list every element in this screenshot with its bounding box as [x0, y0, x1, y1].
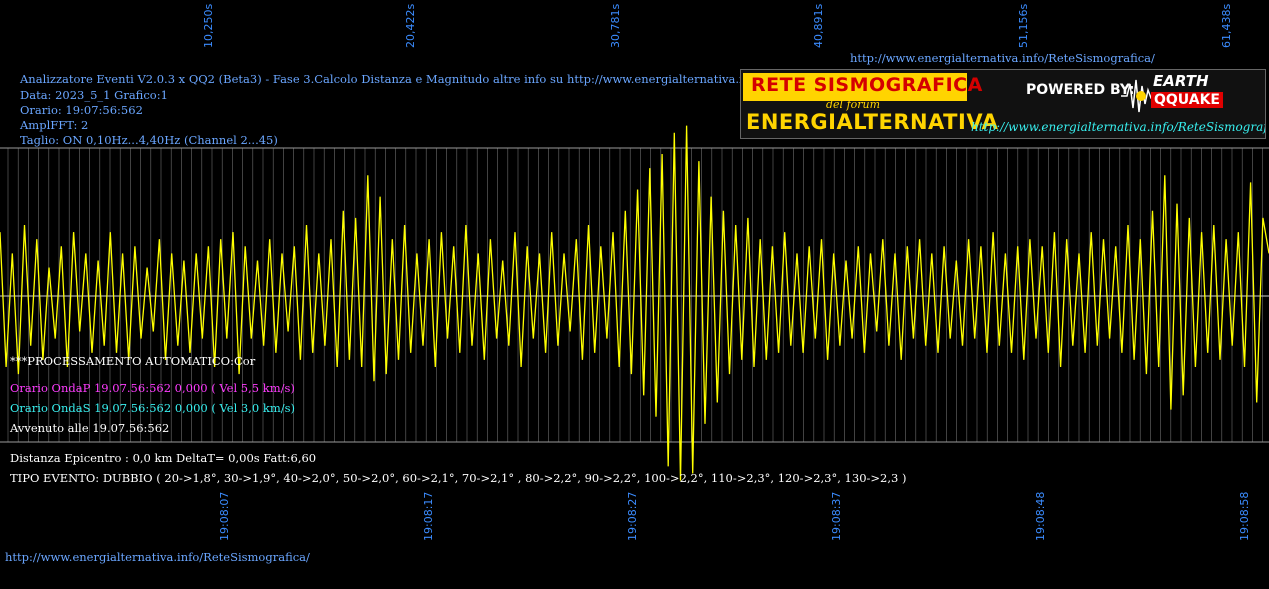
chart-grid: [7, 148, 1263, 442]
top-tick-label: 51,156s: [1017, 3, 1030, 48]
seismic-trace: [0, 125, 1269, 481]
top-url-link[interactable]: http://www.energialternativa.info/ReteSi…: [850, 51, 1155, 65]
banner-title-background: [743, 73, 967, 101]
event-time: Avvenuto alle 19.07.56:562: [10, 421, 170, 435]
p-wave-time: Orario OndaP 19.07.56:562 0,000 ( Vel 5,…: [10, 381, 295, 395]
bottom-tick-label: 19:08:17: [422, 491, 435, 541]
bottom-tick-label: 19:08:37: [830, 491, 843, 541]
bottom-tick-label: 19:08:58: [1238, 491, 1251, 541]
time-info: Orario: 19:07:56:562: [20, 103, 143, 117]
top-tick-label: 10,250s: [202, 3, 215, 48]
bottom-tick-label: 19:08:27: [626, 491, 639, 541]
date-graph-info: Data: 2023_5_1 Grafico:1: [20, 88, 168, 102]
processing-status: ***PROCESSAMENTO AUTOMATICO:Cor: [10, 354, 256, 368]
analyzer-title: Analizzatore Eventi V2.0.3 x QQ2 (Beta3)…: [20, 72, 821, 86]
footer-url-link[interactable]: http://www.energialternativa.info/ReteSi…: [5, 550, 310, 564]
top-tick-label: 30,781s: [609, 3, 622, 48]
amplfft-info: AmplFFT: 2: [20, 118, 89, 132]
banner-url[interactable]: http://www.energialternativa.info/ReteSi…: [971, 120, 1266, 134]
rete-sismografica-banner[interactable]: RETE SISMOGRAFICA del forum ENERGIALTERN…: [740, 69, 1266, 139]
top-tick-label: 20,422s: [404, 3, 417, 48]
bottom-tick-label: 19:08:48: [1034, 491, 1047, 541]
s-wave-time: Orario OndaS 19.07.56:562 0,000 ( Vel 3,…: [10, 401, 296, 415]
event-type: TIPO EVENTO: DUBBIO ( 20->1,8°, 30->1,9°…: [10, 471, 907, 485]
banner-subtitle: del forum: [826, 98, 881, 111]
top-tick-label: 40,891s: [812, 3, 825, 48]
banner-quake-text: QQUAKE: [1151, 92, 1223, 108]
banner-title: RETE SISMOGRAFICA: [751, 74, 983, 96]
epicenter-distance: Distanza Epicentro : 0,0 km DeltaT= 0,00…: [10, 451, 317, 465]
banner-earth-text: EARTH: [1153, 72, 1209, 90]
banner-powered-by: POWERED BY:: [1026, 82, 1135, 98]
filter-info: Taglio: ON 0,10Hz...4,40Hz (Channel 2...…: [20, 133, 278, 147]
banner-forum-name: ENERGIALTERNATIVA: [746, 110, 999, 134]
bottom-tick-label: 19:08:07: [218, 491, 231, 541]
top-tick-label: 61,438s: [1220, 3, 1233, 48]
